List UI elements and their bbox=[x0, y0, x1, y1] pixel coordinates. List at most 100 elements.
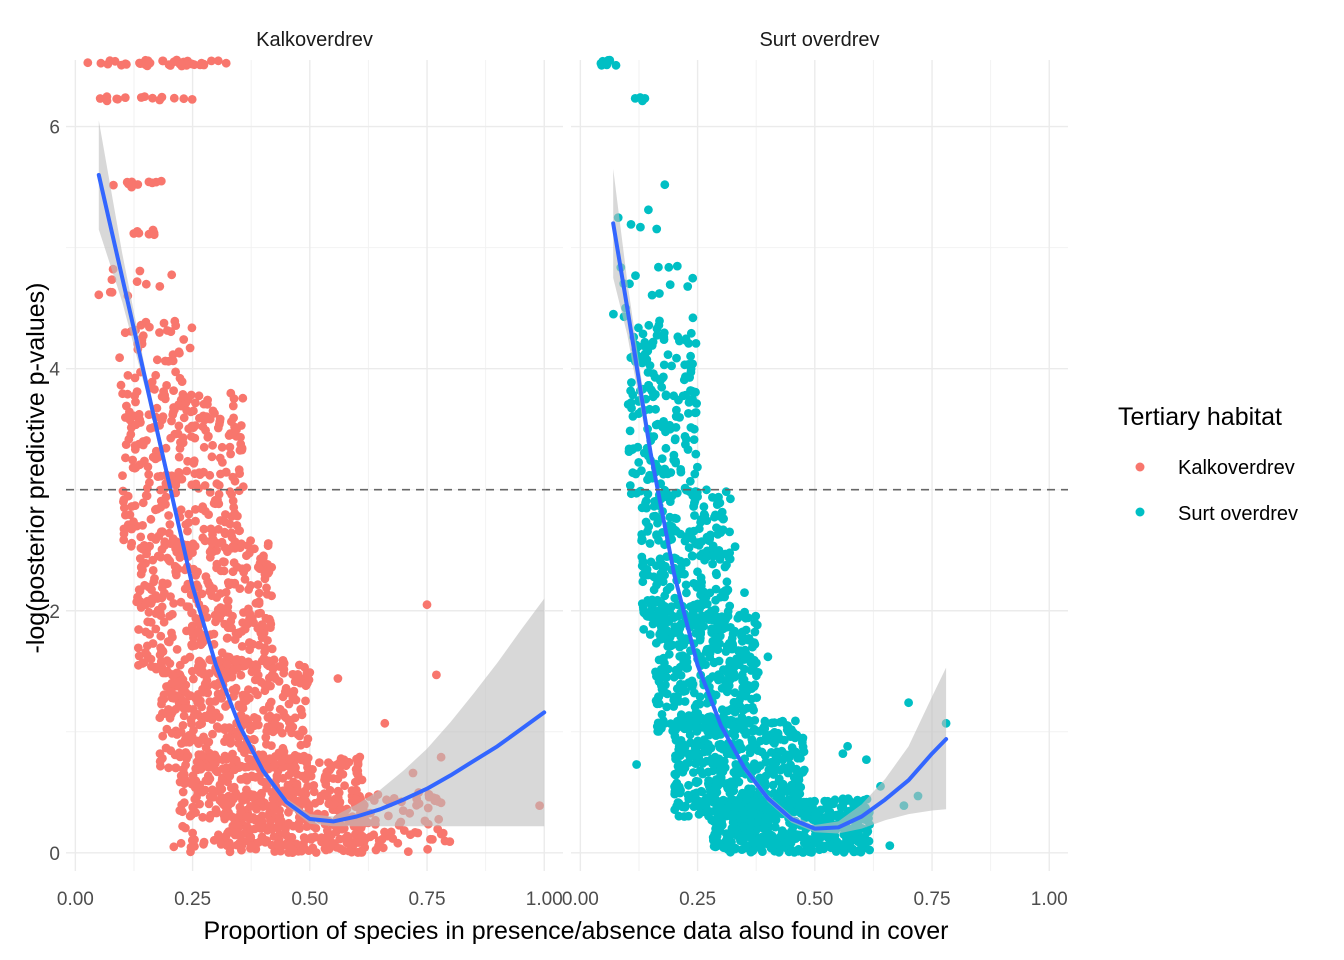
data-point bbox=[704, 807, 714, 817]
data-point bbox=[445, 837, 455, 846]
data-point bbox=[225, 487, 235, 497]
data-point bbox=[236, 710, 246, 720]
data-point bbox=[138, 437, 148, 446]
data-point bbox=[216, 566, 226, 576]
data-point bbox=[820, 841, 829, 851]
data-point bbox=[124, 407, 134, 417]
data-point bbox=[157, 392, 167, 401]
data-point bbox=[198, 812, 208, 822]
data-point bbox=[218, 458, 227, 467]
data-point bbox=[770, 718, 779, 727]
x-tick-label: 0.00 bbox=[562, 889, 599, 910]
data-point bbox=[680, 360, 690, 370]
data-point bbox=[681, 580, 691, 590]
data-point bbox=[670, 434, 680, 444]
data-point bbox=[679, 375, 689, 385]
x-axis-title: Proportion of species in presence/absenc… bbox=[204, 917, 949, 945]
data-point bbox=[631, 469, 641, 479]
data-point bbox=[191, 398, 200, 408]
data-point bbox=[236, 775, 246, 784]
data-point bbox=[753, 816, 763, 826]
data-point bbox=[212, 611, 222, 621]
data-point bbox=[169, 386, 179, 395]
data-point bbox=[191, 516, 200, 526]
data-point bbox=[242, 812, 252, 822]
data-point bbox=[187, 836, 197, 845]
data-point bbox=[743, 684, 752, 694]
data-point bbox=[205, 669, 215, 678]
data-point bbox=[776, 765, 785, 775]
data-point bbox=[214, 830, 223, 840]
data-point bbox=[748, 846, 758, 856]
data-point bbox=[294, 675, 303, 684]
data-point bbox=[787, 780, 796, 790]
data-point bbox=[808, 801, 817, 811]
data-point bbox=[138, 521, 148, 530]
data-point bbox=[260, 569, 270, 579]
data-point bbox=[208, 752, 218, 761]
data-point bbox=[810, 813, 819, 823]
data-point bbox=[189, 423, 198, 433]
data-point bbox=[232, 657, 241, 666]
data-point bbox=[174, 421, 184, 431]
data-point bbox=[315, 758, 324, 767]
data-point bbox=[180, 584, 190, 594]
data-point bbox=[691, 449, 701, 459]
data-point bbox=[171, 480, 181, 490]
data-point bbox=[269, 832, 279, 841]
data-point bbox=[644, 381, 653, 390]
data-point bbox=[652, 330, 662, 340]
data-point bbox=[284, 699, 294, 709]
data-point bbox=[715, 511, 725, 521]
data-point bbox=[131, 420, 141, 430]
data-point bbox=[112, 94, 122, 104]
data-point bbox=[609, 309, 618, 319]
data-point bbox=[228, 542, 238, 551]
data-point bbox=[638, 96, 647, 106]
data-point bbox=[686, 367, 696, 377]
data-point bbox=[770, 822, 780, 832]
data-point bbox=[204, 580, 214, 589]
data-point bbox=[335, 834, 345, 844]
data-point bbox=[295, 731, 304, 741]
data-point bbox=[708, 766, 718, 776]
data-point bbox=[689, 424, 699, 434]
data-point bbox=[206, 524, 216, 534]
data-point bbox=[135, 554, 145, 563]
data-point bbox=[698, 769, 708, 779]
data-point bbox=[150, 574, 159, 583]
data-point bbox=[181, 760, 191, 770]
data-point bbox=[188, 629, 198, 638]
data-point bbox=[220, 557, 229, 567]
data-point bbox=[638, 556, 648, 566]
data-point bbox=[651, 638, 661, 648]
data-point bbox=[159, 318, 169, 328]
data-point bbox=[205, 470, 215, 480]
data-point bbox=[138, 331, 148, 341]
data-point bbox=[123, 389, 132, 399]
data-point bbox=[657, 724, 666, 733]
data-point bbox=[686, 602, 695, 611]
data-point bbox=[240, 574, 250, 584]
data-point bbox=[681, 557, 691, 567]
data-point bbox=[246, 832, 256, 842]
data-point bbox=[702, 793, 711, 803]
data-point bbox=[737, 636, 747, 646]
data-point bbox=[296, 740, 306, 750]
data-point bbox=[230, 476, 240, 486]
data-point bbox=[652, 224, 662, 234]
data-point bbox=[634, 458, 644, 467]
data-point bbox=[265, 711, 275, 721]
data-point bbox=[237, 445, 247, 455]
x-tick-label: 0.75 bbox=[409, 889, 446, 910]
data-point bbox=[657, 454, 667, 463]
data-point bbox=[655, 554, 665, 564]
data-point bbox=[222, 659, 232, 669]
data-point bbox=[199, 442, 209, 452]
data-point bbox=[138, 498, 148, 508]
data-point bbox=[737, 647, 747, 657]
data-point bbox=[201, 572, 211, 581]
data-point bbox=[287, 832, 297, 842]
data-point bbox=[118, 471, 127, 480]
data-point bbox=[228, 755, 238, 764]
